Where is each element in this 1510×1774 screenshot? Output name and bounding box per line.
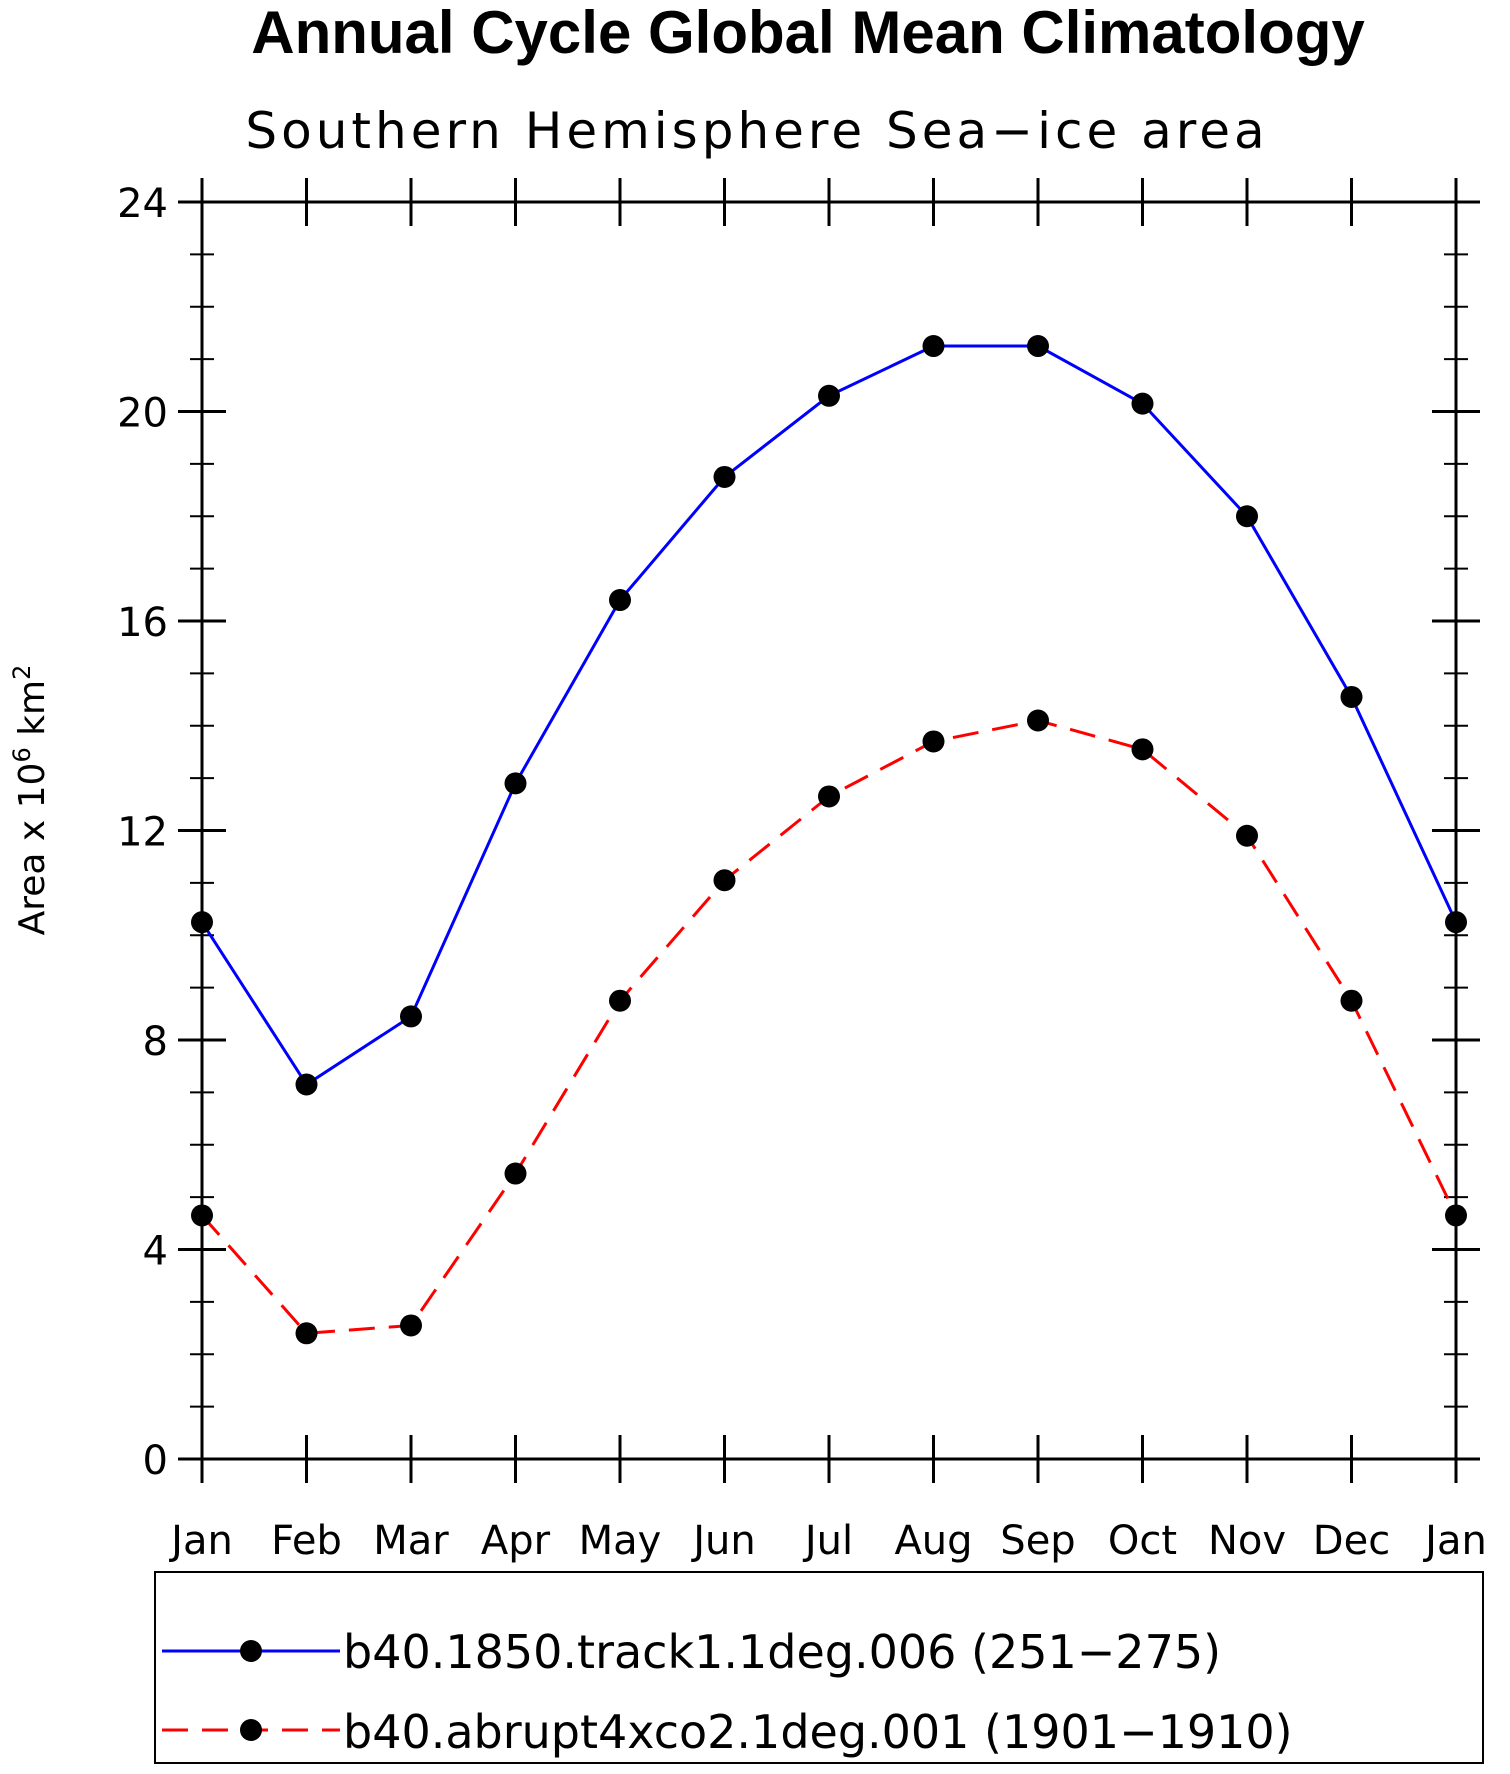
series-1-point [295,1073,318,1096]
series-1-point [1131,392,1154,415]
x-tick-label: Mar [373,1518,449,1564]
y-tick-label: 24 [117,181,168,227]
x-tick-label: Jul [802,1518,853,1564]
y-axis-label-exponent-2: 2 [8,665,36,680]
x-tick-label: Jan [168,1518,233,1564]
y-axis-label: Area x 106 km2 [8,665,53,936]
y-tick-labels: 0 4 8 12 16 20 24 [117,181,168,1484]
series-line-2 [200,718,1458,1335]
series-1-point [1236,505,1258,528]
series-2-point [1027,709,1049,732]
x-tick-label: Dec [1313,1518,1390,1564]
series-1-point [609,589,631,612]
series-2-point [713,869,736,892]
axis-ticks [178,178,1480,1483]
series-1-point [818,384,840,407]
legend-label-series-1: b40.1850.track1.1deg.006 (251−275) [343,1625,1221,1679]
series-2-point [818,785,840,808]
series-1-point [1027,335,1049,358]
series-layer [191,335,1467,1345]
x-tick-label: Sep [1000,1518,1075,1564]
series-1-point [400,1005,422,1028]
series-2-point [295,1322,318,1345]
y-axis-label-exponent-1: 6 [8,747,36,762]
x-tick-label: Feb [271,1518,342,1564]
series-2-point [504,1162,527,1185]
x-tick-label: Nov [1208,1518,1286,1564]
legend-marker-series-1 [240,1640,262,1662]
y-tick-label: 16 [117,600,168,646]
x-tick-label: May [579,1518,662,1564]
y-tick-label: 8 [143,1019,168,1065]
plot-frame [200,200,1458,1461]
chart-subtitle: Southern Hemisphere Sea−ice area [245,102,1268,160]
legend: b40.1850.track1.1deg.006 (251−275) b40.a… [154,1571,1484,1764]
y-tick-label: 20 [117,391,168,437]
series-line-1 [200,344,1458,1087]
series-1-point [1340,685,1363,708]
series-2-point [1340,989,1363,1012]
x-tick-label: Jun [690,1518,756,1564]
y-tick-label: 0 [143,1438,168,1484]
series-2-point [1236,824,1258,847]
chart-title: Annual Cycle Global Mean Climatology [251,0,1365,66]
x-tick-label: Apr [481,1518,551,1564]
y-tick-label: 12 [117,810,168,856]
x-tick-label: Jan [1422,1518,1487,1564]
legend-box [154,1571,1484,1764]
series-2-point [922,730,945,753]
y-tick-label: 4 [143,1229,168,1275]
x-tick-label: Aug [894,1518,972,1564]
x-tick-labels: Jan Feb Mar Apr May Jun Jul Aug Sep Oct Nov Dec Jan [168,1518,1487,1564]
series-1-point [713,465,736,488]
series-2-point [1131,738,1154,761]
series-1-point [922,335,945,358]
y-axis-label-unit: km [12,680,53,747]
series-2-point [609,989,631,1012]
x-tick-label: Oct [1108,1518,1177,1564]
series-1-point [504,772,527,795]
series-2-point [400,1314,422,1337]
y-axis-label-prefix: Area x 10 [12,763,53,936]
legend-marker-series-2 [240,1719,262,1741]
legend-label-series-2: b40.abrupt4xco2.1deg.001 (1901−1910) [343,1705,1293,1759]
